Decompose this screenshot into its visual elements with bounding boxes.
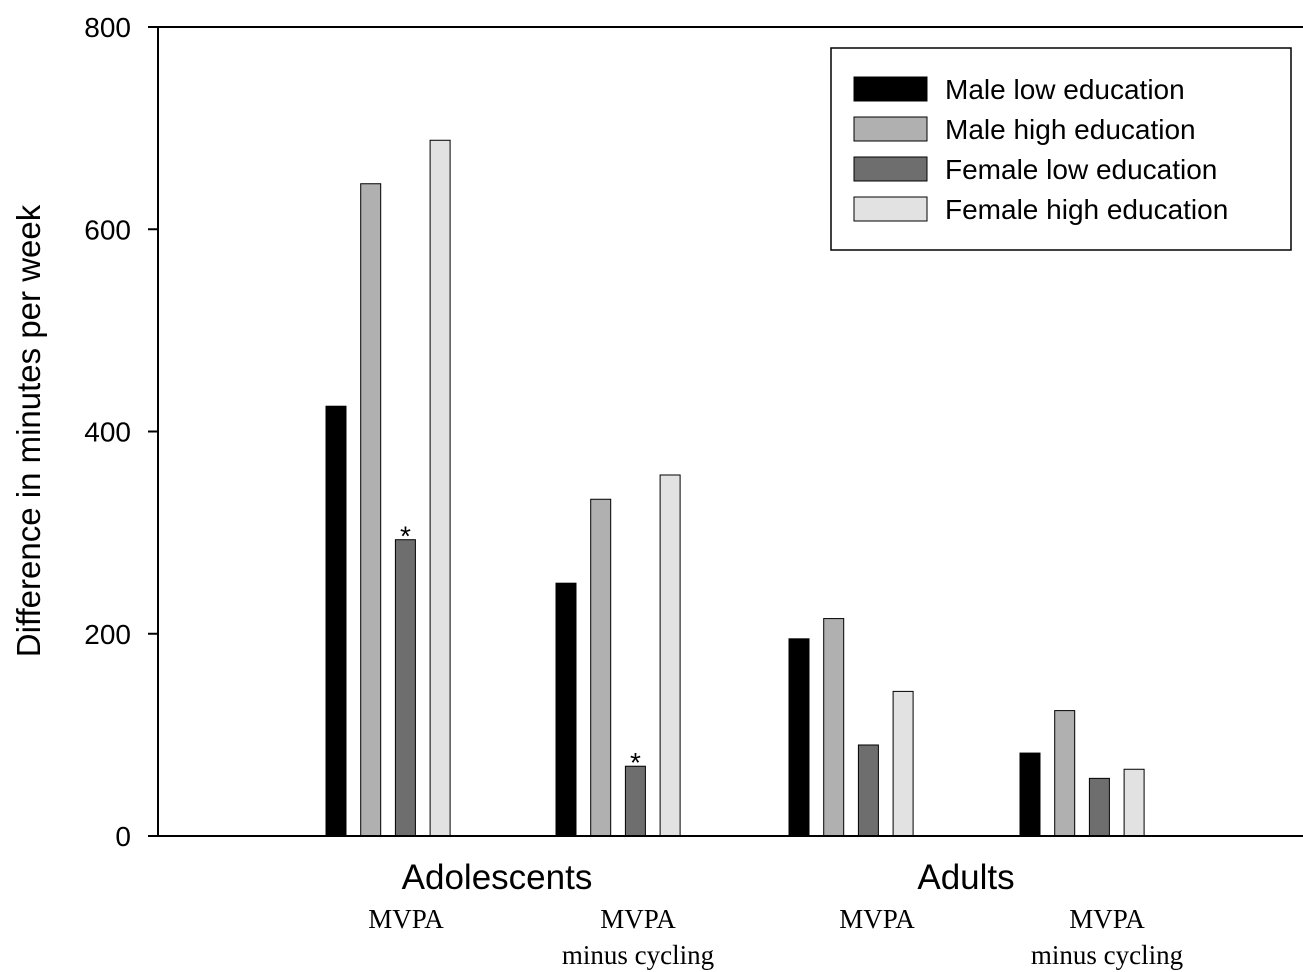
bar-series-0-cat-0	[325, 405, 347, 837]
legend-label: Female low education	[945, 154, 1217, 185]
bar-series-0-cat-1	[555, 582, 577, 837]
bar-series-1-cat-0	[360, 183, 382, 837]
category-label: MVPA	[839, 904, 915, 934]
y-axis-label: Difference in minutes per week	[10, 204, 47, 657]
significance-marker: *	[630, 747, 641, 778]
category-label: MVPA	[600, 904, 676, 934]
bar-series-1-cat-3	[1054, 710, 1076, 837]
category-label-line2: minus cycling	[562, 940, 714, 970]
bar-series-0-cat-2	[788, 638, 810, 837]
legend-label: Male high education	[945, 114, 1196, 145]
group-label: Adults	[917, 858, 1014, 897]
bar-series-1-cat-1	[590, 498, 612, 837]
bar-series-3-cat-3	[1123, 768, 1145, 837]
legend-swatch	[853, 156, 928, 182]
legend-swatch	[853, 116, 928, 142]
y-tick-label: 400	[84, 417, 131, 448]
legend-label: Male low education	[945, 74, 1185, 105]
group-label: Adolescents	[402, 858, 593, 897]
legend-label: Female high education	[945, 194, 1228, 225]
bar-series-3-cat-2	[892, 690, 914, 837]
legend-swatch	[853, 196, 928, 222]
bar-series-3-cat-1	[659, 474, 681, 837]
legend: Male low education Male high education Fem…	[830, 47, 1292, 251]
legend-swatch	[853, 76, 928, 102]
category-label: MVPA	[1069, 904, 1145, 934]
bar-series-2-cat-3	[1088, 777, 1110, 837]
bar-series-2-cat-2	[857, 744, 879, 837]
bar-series-1-cat-2	[823, 618, 845, 837]
y-tick-label: 600	[84, 214, 131, 245]
category-label: MVPA	[368, 904, 444, 934]
bar-series-0-cat-3	[1019, 752, 1041, 837]
y-tick-label: 200	[84, 619, 131, 650]
category-label-line2: minus cycling	[1031, 940, 1183, 970]
annotations-layer: **	[400, 521, 641, 779]
significance-marker: *	[400, 521, 411, 552]
bar-series-2-cat-0	[394, 539, 416, 837]
y-tick-label: 0	[115, 821, 131, 852]
y-tick-label: 800	[84, 12, 131, 43]
bar-series-3-cat-0	[429, 139, 451, 837]
y-ticks-layer: 0 200 400 600 800	[84, 12, 158, 852]
